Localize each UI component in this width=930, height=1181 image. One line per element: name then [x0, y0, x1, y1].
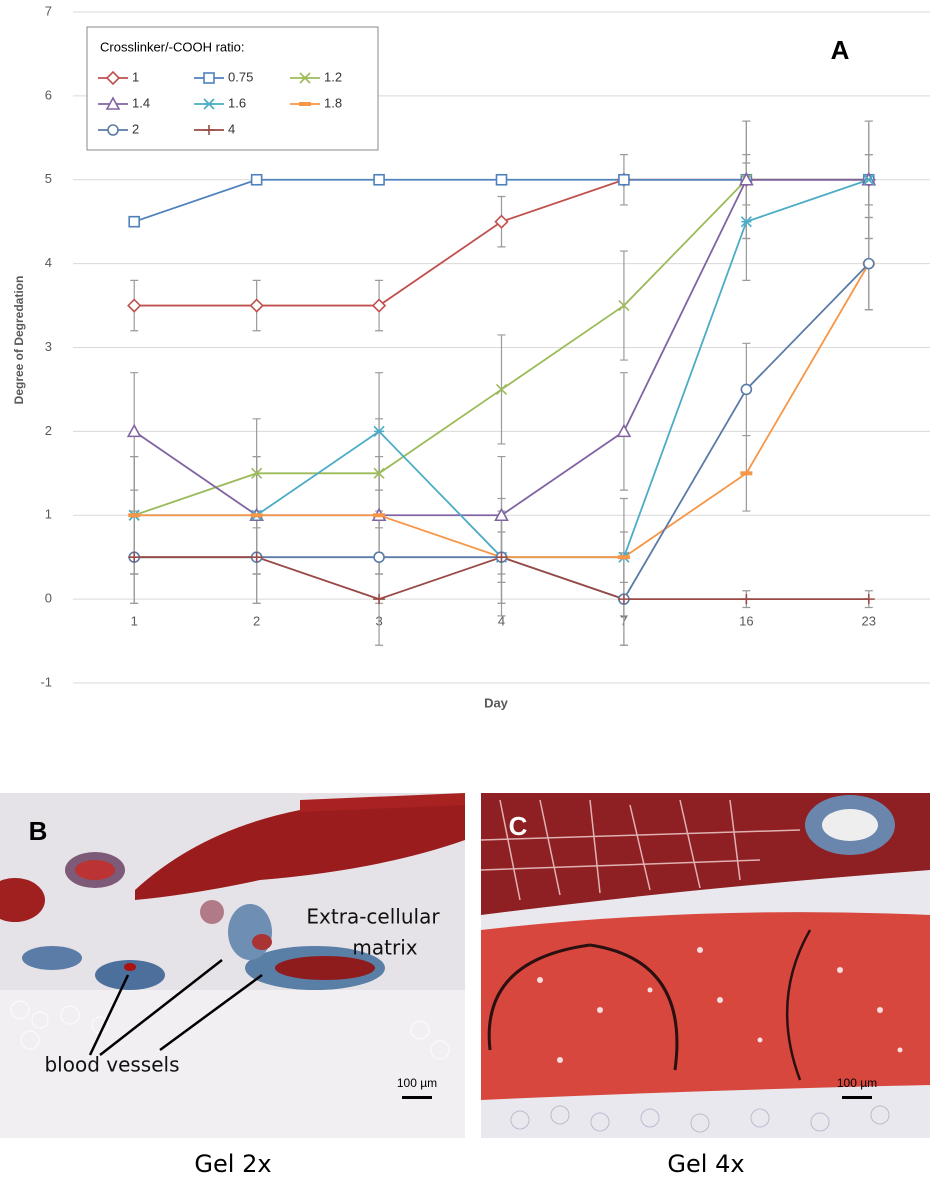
legend-label: 1.6	[228, 95, 246, 110]
marker	[619, 175, 629, 185]
legend-label: 1.2	[324, 69, 342, 84]
x-tick-label: 16	[739, 613, 753, 628]
figure: A Degree of Degredation Day B Extra-cell…	[0, 0, 930, 1181]
x-tick-label: 1	[131, 613, 138, 628]
legend-label: 2	[132, 121, 139, 136]
y-tick-label: -1	[40, 674, 52, 689]
y-tick-label: 4	[45, 255, 52, 270]
legend-label: 0.75	[228, 69, 253, 84]
marker	[864, 259, 874, 269]
marker	[128, 513, 140, 517]
marker	[373, 513, 385, 517]
y-tick-label: 5	[45, 171, 52, 186]
legend-title: Crosslinker/-COOH ratio:	[100, 39, 244, 54]
marker	[252, 175, 262, 185]
caption: Gel 4x	[667, 1150, 744, 1178]
y-tick-label: 3	[45, 339, 52, 354]
marker	[251, 513, 263, 517]
annotation: matrix	[352, 936, 417, 960]
y-tick-label: 1	[45, 507, 52, 522]
panel-label: A	[831, 35, 850, 65]
scale-bar-label: 100 µm	[837, 1076, 877, 1090]
annotation: blood vessels	[44, 1053, 179, 1077]
y-tick-label: 7	[45, 3, 52, 18]
x-tick-label: 2	[253, 613, 260, 628]
legend-label: 4	[228, 121, 235, 136]
y-tick-label: 2	[45, 423, 52, 438]
legend-label: 1	[132, 69, 139, 84]
marker	[618, 555, 630, 559]
marker	[374, 175, 384, 185]
marker	[108, 125, 118, 135]
marker	[740, 471, 752, 475]
y-tick-label: 0	[45, 591, 52, 606]
marker	[741, 384, 751, 394]
micrograph-b	[0, 793, 465, 1138]
legend-label: 1.4	[132, 95, 150, 110]
marker	[204, 73, 214, 83]
y-axis-label: Degree of Degredation	[12, 276, 26, 405]
scale-bar-label: 100 µm	[397, 1076, 437, 1090]
annotation: Extra-cellular	[306, 905, 440, 929]
panel-label: B	[29, 816, 48, 846]
caption: Gel 2x	[194, 1150, 271, 1178]
marker	[129, 217, 139, 227]
x-axis-label: Day	[484, 695, 509, 710]
page: A Degree of Degredation Day B Extra-cell…	[0, 0, 930, 1181]
legend: Crosslinker/-COOH ratio: 1 0.75 1.2 1.4 1.6 1…	[87, 27, 378, 150]
marker	[374, 552, 384, 562]
y-tick-label: 6	[45, 87, 52, 102]
marker	[497, 175, 507, 185]
marker	[299, 102, 311, 106]
panel-label: C	[509, 811, 528, 841]
x-tick-label: 23	[862, 613, 876, 628]
legend-label: 1.8	[324, 95, 342, 110]
